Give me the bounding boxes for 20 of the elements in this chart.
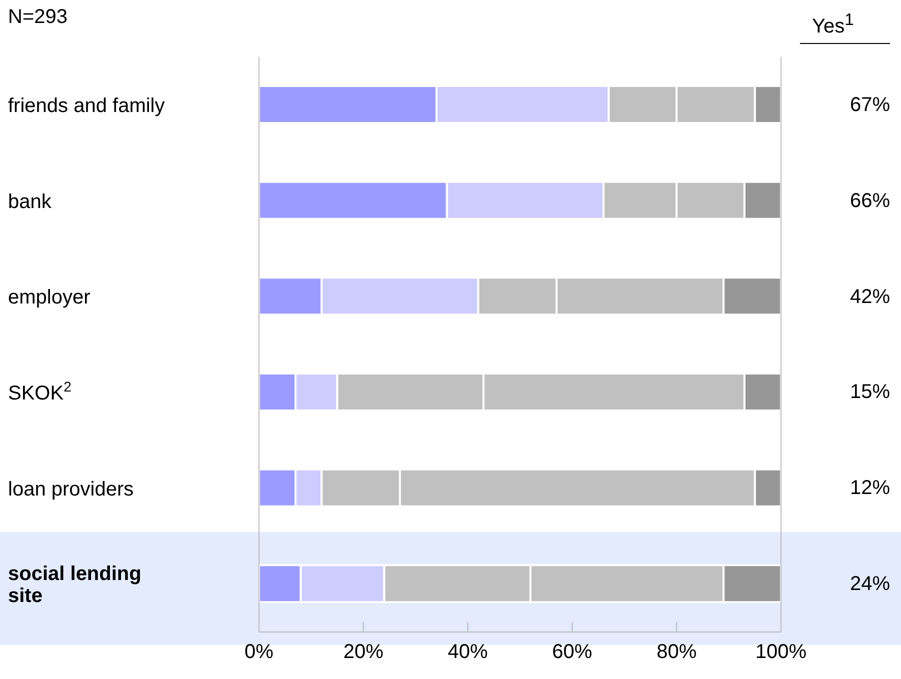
text: Yes$^{1}$ <box>800 10 890 44</box>
x-tick-label: 100% <box>755 641 807 664</box>
x-tick-label: 80% <box>656 641 697 664</box>
text: 67% <box>850 92 890 117</box>
text: 12% <box>850 476 890 500</box>
text: 15% <box>850 380 890 404</box>
x-tick-label: 20% <box>343 641 384 664</box>
x-tick-label: 40% <box>448 641 488 664</box>
y-tick-label: loan providers <box>8 478 134 500</box>
y-tick-label: SKOK$^{2}$ <box>8 378 72 404</box>
x-tick-label: 0% <box>244 641 274 664</box>
text: 24% <box>850 572 890 596</box>
y-tick-label: bank <box>8 190 52 213</box>
y-tick-label: social lending site <box>8 563 142 608</box>
y-tick-label: friends and family <box>8 94 165 117</box>
text: 66% <box>850 188 890 213</box>
x-tick-label: 60% <box>552 641 592 664</box>
y-tick-label: employer <box>8 286 91 309</box>
text: N=293 <box>8 6 68 29</box>
text: 42% <box>850 284 890 309</box>
